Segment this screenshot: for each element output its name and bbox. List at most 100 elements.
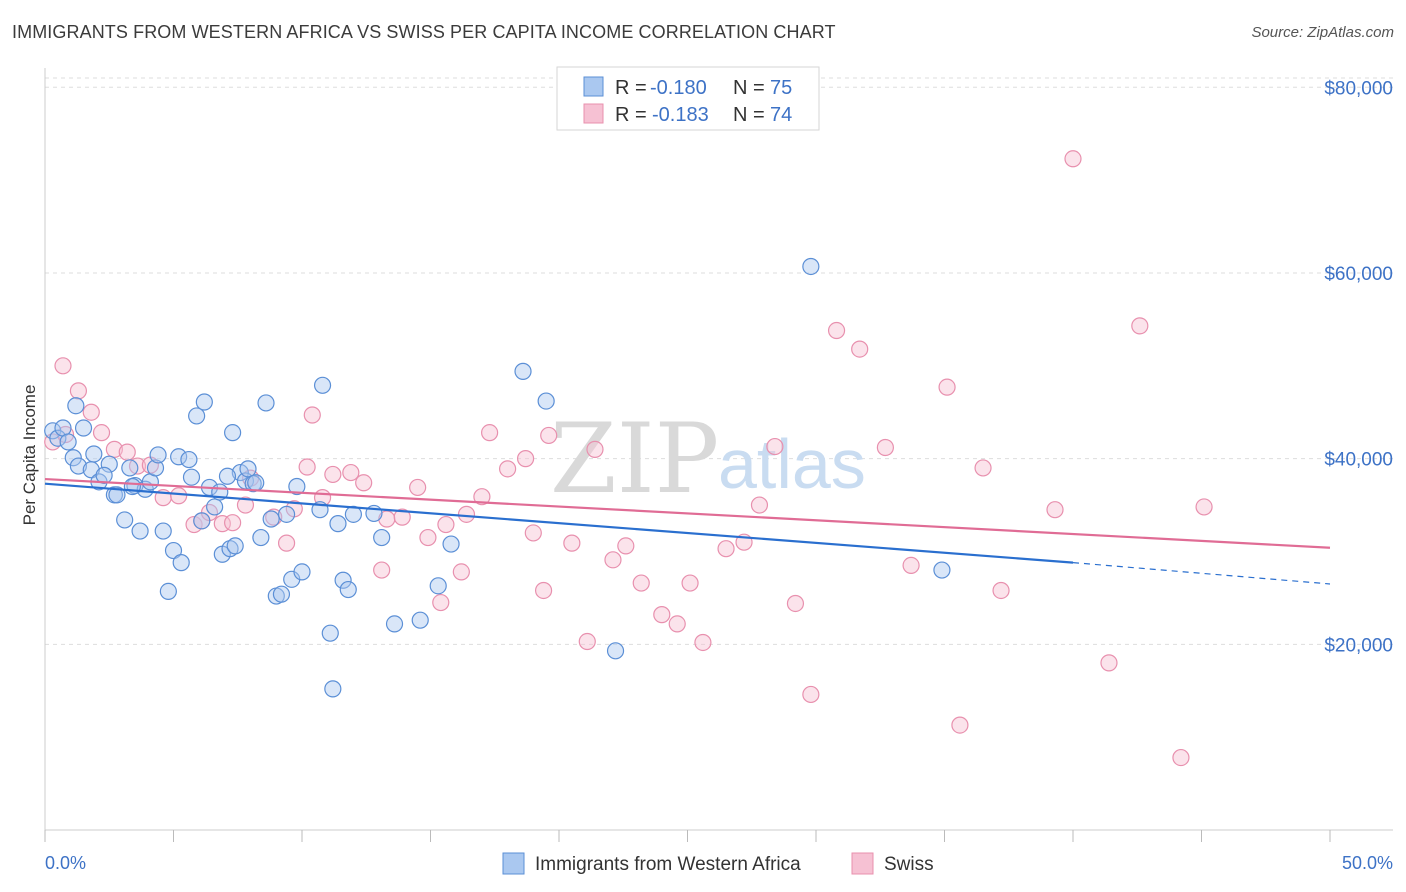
point-western-africa [606,642,625,660]
grid-lines [45,77,1393,645]
point-western-africa [116,511,134,529]
trend-line-swiss [44,477,1331,549]
point-western-africa [121,459,139,477]
point-western-africa [146,459,165,477]
watermark-zip: ZIP [550,403,719,515]
point-western-africa [154,522,172,540]
point-western-africa [74,419,93,437]
point-swiss [578,632,596,651]
point-western-africa [373,528,391,547]
point-swiss [632,574,650,592]
point-western-africa [247,474,265,492]
point-swiss [236,496,255,514]
point-swiss [457,505,476,523]
point-swiss [355,474,373,492]
point-western-africa [226,537,244,555]
point-swiss [524,524,542,542]
point-western-africa [131,522,149,540]
axes [44,68,1393,842]
point-swiss [118,443,136,461]
point-swiss [1064,150,1082,168]
point-western-africa [64,449,82,467]
legend-bottom-label-blue: Immigrants from Western Africa [535,854,801,875]
point-swiss [653,606,671,624]
y-tick-label: $40,000 [1324,450,1393,471]
point-western-africa [257,394,275,412]
x-tick-label: 0.0% [45,853,86,873]
legend-r-value-pink: -0.183 [652,104,709,126]
point-swiss [303,406,321,424]
point-swiss [617,537,635,555]
point-western-africa [180,450,198,469]
point-western-africa [100,455,118,473]
point-western-africa [188,407,206,425]
point-swiss [437,515,455,534]
point-swiss [786,594,805,613]
point-swiss [668,615,686,633]
point-swiss [938,378,956,396]
legend-n-label-blue: N = [733,77,765,99]
point-western-africa [172,554,190,572]
point-swiss [974,459,992,477]
point-swiss [419,528,437,547]
legend-n-value-pink: 74 [770,104,792,126]
point-western-africa [149,446,167,464]
point-swiss [563,534,581,552]
source-credit: Source: ZipAtlas.com [1251,24,1394,41]
point-swiss [373,561,391,579]
point-swiss [277,534,296,552]
y-tick-label: $60,000 [1324,264,1393,285]
point-western-africa [108,486,126,504]
point-swiss [951,716,969,734]
point-swiss [92,424,111,442]
point-western-africa [277,505,296,523]
point-western-africa [293,563,311,581]
point-western-africa [339,580,357,599]
point-western-africa [221,540,239,558]
point-swiss [717,540,735,558]
legend-n-label-pink: N = [733,104,765,126]
point-western-africa [411,611,429,629]
point-swiss [1195,498,1213,516]
point-swiss [409,478,427,497]
point-swiss [432,593,450,612]
point-western-africa [224,424,242,442]
point-western-africa [262,510,280,528]
point-swiss [586,440,604,458]
point-swiss [992,581,1010,600]
point-western-africa [321,624,339,642]
point-swiss [393,508,411,526]
legend-swatch-pink [583,103,604,124]
point-western-africa [802,257,820,276]
point-swiss [499,460,517,478]
legend-r-label-blue: R = [615,77,647,99]
y-tick-label: $80,000 [1324,78,1393,99]
trend-lines [44,477,1331,585]
point-swiss [540,426,558,445]
legend-r-value-blue: -0.180 [650,77,707,99]
point-western-africa [272,585,291,603]
point-western-africa [164,541,183,560]
point-western-africa [170,448,188,466]
legend-bottom-swatch-pink [851,852,874,875]
series-legend: Immigrants from Western Africa Swiss [502,852,934,875]
point-western-africa [442,535,460,553]
point-western-africa [218,467,237,485]
watermark-atlas: atlas [718,425,866,503]
point-swiss [224,514,242,532]
point-western-africa [193,512,211,530]
point-swiss [1100,654,1118,672]
point-swiss [1131,317,1149,335]
point-swiss [694,633,712,652]
point-swiss [604,551,622,569]
point-swiss [827,321,846,340]
stats-legend: R = -0.180 N = 75 R = -0.183 N = 74 [556,66,820,131]
point-swiss [452,563,470,581]
y-tick-label: $20,000 [1324,635,1393,656]
point-swiss [766,437,784,456]
point-western-africa [933,561,951,579]
point-western-africa [429,577,447,595]
legend-swatch-blue [583,76,604,97]
point-western-africa [252,528,270,547]
point-western-africa [537,392,555,410]
